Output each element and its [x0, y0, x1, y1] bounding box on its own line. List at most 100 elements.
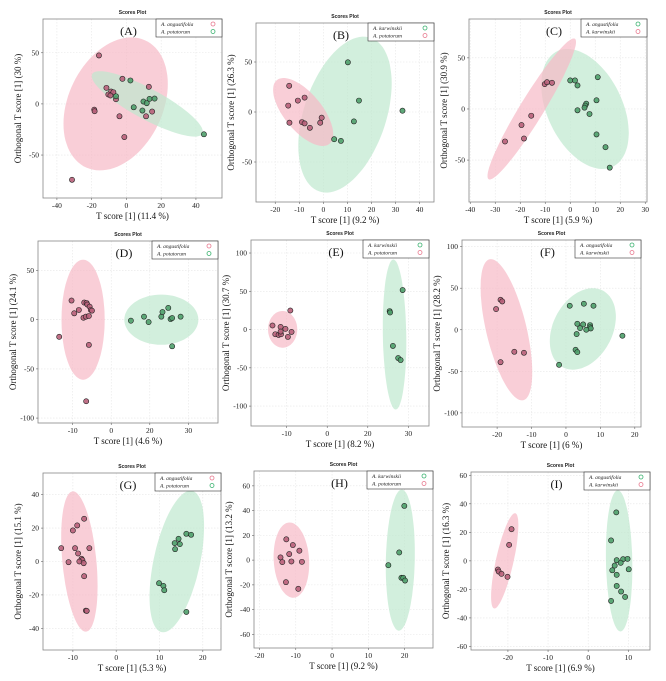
- data-point-green: [618, 588, 625, 595]
- data-point-red: [69, 527, 76, 534]
- legend-box: [366, 470, 434, 490]
- data-point-red: [299, 558, 305, 565]
- data-point-red: [279, 559, 286, 565]
- y-axis-title: Orthogonal T score [1] (30 %): [13, 54, 23, 163]
- x-tick-label: 20: [368, 205, 376, 214]
- data-point-red: [83, 608, 90, 614]
- plot-frame: [253, 470, 434, 649]
- data-point-red: [85, 341, 92, 348]
- y-axis-title: Orthogonal T score [1] (30.7 %): [221, 275, 231, 391]
- plot-frame: [255, 22, 435, 203]
- data-point-green: [577, 325, 583, 331]
- data-point-green: [399, 287, 406, 293]
- data-point-green: [145, 319, 152, 325]
- y-tick-label: 50: [458, 53, 466, 62]
- data-point-red: [81, 515, 88, 522]
- data-point-green: [397, 357, 404, 363]
- data-point-green: [387, 309, 393, 316]
- data-point-red: [121, 134, 128, 140]
- data-point-red: [521, 349, 527, 356]
- x-tick-label: 0: [564, 430, 568, 439]
- confidence-ellipse-green: [385, 489, 415, 631]
- data-point-green: [574, 320, 581, 327]
- y-axis-title: Orthogonal T score [1] (30.9 %): [439, 52, 449, 168]
- x-axis-title: T score [1] (5.9 %): [524, 215, 593, 225]
- x-tick-label: -20: [270, 205, 280, 214]
- data-point-green: [171, 540, 178, 547]
- legend-box: [580, 18, 648, 38]
- x-tick-label: 10: [597, 430, 605, 439]
- data-point-green: [574, 107, 581, 114]
- data-point-green: [619, 332, 626, 339]
- x-tick-label: -10: [527, 430, 537, 439]
- y-tick-label: 100: [236, 249, 248, 258]
- confidence-ellipse-green: [549, 288, 616, 370]
- data-point-green: [608, 598, 614, 604]
- points: [494, 509, 632, 604]
- data-point-red: [286, 119, 293, 126]
- legend-box: [151, 240, 219, 260]
- legend-marker-red: [210, 21, 216, 27]
- panel-label: (E): [328, 245, 343, 259]
- data-point-green: [183, 609, 190, 615]
- data-point-red: [282, 325, 289, 332]
- y-tick-label: -50: [29, 151, 39, 160]
- legend-marker-red: [421, 481, 427, 486]
- y-axis-title: Orthogonal T score [1] (15.1 %): [13, 503, 23, 619]
- data-point-red: [287, 307, 294, 314]
- data-point-green: [350, 118, 357, 125]
- confidence-ellipse-red: [273, 78, 334, 146]
- legend-label: A. karwinskii: [579, 251, 609, 257]
- plot-title: Scores Plot: [544, 10, 572, 16]
- x-tick-label: -30: [490, 205, 500, 214]
- legend-marker-red: [417, 250, 423, 255]
- data-point-green: [188, 531, 195, 538]
- legend-box: [367, 22, 435, 42]
- legend: A. angustifolia A. karwinskii: [574, 239, 642, 259]
- y-tick-label: 0: [463, 556, 467, 565]
- y-axis-title: Orthogonal T score [1] (24.1 %): [8, 274, 18, 390]
- legend-box: [574, 239, 642, 259]
- y-axis-title: Orthogonal T score [1] (13.2 %): [224, 501, 234, 617]
- legend-label: A. karwinskii: [371, 474, 401, 480]
- x-tick-label: -10: [282, 429, 292, 438]
- x-tick-label: 20: [617, 205, 625, 214]
- data-point-green: [175, 535, 182, 542]
- legend-label: A. potatorum: [159, 484, 189, 490]
- y-tick-label: -50: [237, 363, 247, 372]
- data-point-green: [127, 317, 134, 324]
- data-point-green: [139, 107, 146, 114]
- plot-frame: [461, 239, 642, 428]
- data-point-red: [89, 307, 95, 314]
- x-tick-label: -10: [543, 653, 553, 662]
- data-point-green: [169, 315, 176, 321]
- x-tick-label: -40: [465, 205, 475, 214]
- x-tick-label: 20: [157, 201, 165, 210]
- legend: A. angustifolia A. potatorum: [155, 18, 223, 38]
- points: [493, 296, 626, 368]
- y-tick-label: 100: [447, 242, 459, 251]
- y-tick-label: 20: [460, 528, 468, 537]
- data-point-green: [177, 313, 184, 320]
- data-point-red: [277, 328, 284, 335]
- data-point-red: [119, 75, 126, 82]
- y-axis-title: Orthogonal T score [1] (28.2 %): [432, 275, 442, 391]
- data-point-red: [544, 79, 550, 86]
- data-point-green: [613, 583, 620, 589]
- panel-label: (G): [120, 478, 137, 492]
- legend-label: A. potatorum: [367, 251, 397, 257]
- y-tick-label: 0: [461, 104, 465, 113]
- legend: A. angustifolia A. karwinskii: [583, 471, 651, 491]
- confidence-ellipse-green: [298, 36, 392, 193]
- data-point-red: [499, 298, 506, 305]
- data-point-red: [504, 573, 511, 580]
- data-point-red: [58, 545, 65, 552]
- data-point-red: [285, 102, 292, 109]
- legend-marker-green: [206, 251, 212, 256]
- panel-c: Scores Plot -40 -30 -20 -10 0 10 20 30 -50 0 50 T sc…: [439, 10, 649, 225]
- y-tick-label: -50: [455, 156, 465, 165]
- legend-label: A. karwinskii: [585, 30, 615, 36]
- data-point-red: [72, 545, 78, 552]
- y-tick-label: 0: [246, 556, 250, 565]
- data-point-red: [83, 398, 90, 405]
